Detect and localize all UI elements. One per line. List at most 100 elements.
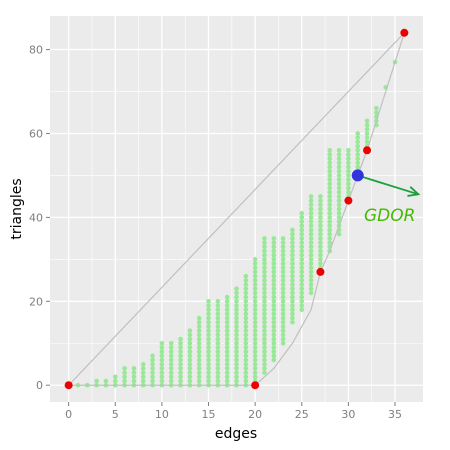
data-point [243, 349, 249, 354]
data-point [234, 307, 239, 312]
data-point [271, 336, 277, 342]
data-point [243, 366, 249, 371]
data-point [364, 122, 370, 128]
data-point [280, 278, 286, 283]
data-point [336, 181, 342, 187]
data-point [131, 370, 137, 375]
data-point [271, 307, 277, 312]
data-point [308, 286, 314, 292]
data-point [224, 374, 230, 380]
data-point [308, 282, 314, 287]
data-point [336, 185, 342, 191]
data-point [262, 353, 267, 359]
data-point [364, 131, 370, 136]
data-point [308, 194, 314, 199]
data-point [290, 286, 295, 292]
data-point [327, 156, 333, 161]
data-point [308, 290, 314, 296]
data-point [262, 366, 267, 371]
data-point [243, 332, 249, 338]
data-point [271, 244, 277, 250]
data-point [159, 370, 165, 375]
data-point [206, 332, 211, 338]
data-point [206, 340, 211, 346]
annotation-gdor: GDOR [364, 206, 415, 226]
data-point [299, 215, 305, 220]
data-point [234, 378, 239, 384]
data-point [308, 198, 314, 203]
data-point [327, 227, 333, 233]
data-point [168, 353, 174, 359]
data-point [271, 311, 277, 317]
data-point [308, 210, 314, 216]
data-point [234, 353, 239, 359]
data-point [290, 257, 295, 262]
data-point [308, 257, 314, 262]
data-point [224, 336, 230, 342]
data-point [224, 332, 230, 338]
data-point [290, 299, 295, 304]
data-point [252, 349, 258, 354]
data-point [271, 294, 277, 300]
data-point [131, 378, 137, 384]
data-point [299, 265, 305, 271]
data-point [336, 189, 342, 195]
data-point [280, 315, 286, 321]
data-point [318, 206, 323, 212]
data-point [252, 345, 258, 350]
data-point [280, 324, 286, 329]
data-point [243, 290, 249, 296]
x-tick-label: 35 [388, 408, 402, 421]
data-point [234, 345, 239, 350]
data-point [215, 374, 221, 380]
x-tick-label: 20 [248, 408, 262, 421]
data-point [131, 374, 137, 380]
data-point [215, 349, 221, 354]
data-point [299, 282, 305, 287]
data-point [327, 164, 333, 170]
data-point [224, 370, 230, 375]
data-point [224, 353, 230, 359]
data-point [299, 219, 305, 224]
data-point [252, 294, 258, 300]
data-point [224, 345, 230, 350]
data-point [224, 328, 230, 333]
data-point [271, 328, 277, 333]
data-point [336, 147, 342, 153]
data-point [280, 340, 286, 346]
data-point [280, 336, 286, 342]
data-point [234, 328, 239, 333]
data-point [243, 370, 249, 375]
data-point [234, 290, 239, 296]
data-point [243, 336, 249, 342]
data-point [178, 370, 183, 375]
data-point [224, 294, 230, 300]
lower-bound-curve [254, 32, 405, 386]
data-point [336, 202, 342, 208]
data-point [280, 282, 286, 287]
tick-labels: 0 5 10 15 20 25 30 35 0 20 40 60 80 [29, 44, 402, 421]
data-point [290, 290, 295, 296]
data-point [262, 349, 267, 354]
data-point [262, 273, 267, 279]
data-point [262, 324, 267, 329]
data-point [252, 269, 258, 275]
data-point [290, 315, 295, 321]
data-point [308, 261, 314, 266]
data-point [355, 164, 361, 170]
data-point [336, 231, 342, 237]
data-point [262, 299, 267, 304]
data-point [262, 319, 267, 325]
data-point [308, 219, 314, 224]
red-point [400, 28, 409, 37]
data-point [262, 261, 267, 266]
x-tick-label: 15 [202, 408, 216, 421]
data-point [262, 236, 267, 241]
data-point [168, 378, 174, 384]
data-point [252, 328, 258, 333]
data-point [215, 378, 221, 384]
data-point [327, 160, 333, 166]
data-point [178, 361, 183, 367]
data-point [280, 257, 286, 262]
data-point [252, 303, 258, 308]
